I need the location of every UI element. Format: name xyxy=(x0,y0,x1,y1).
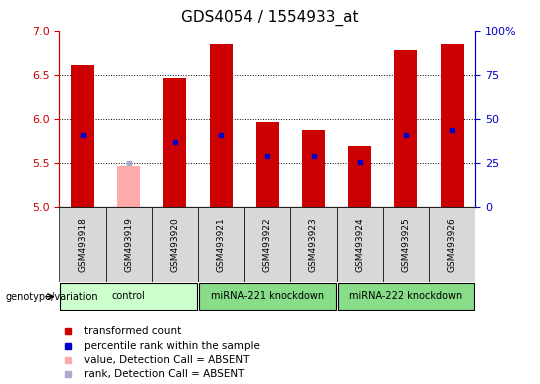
Text: GSM493924: GSM493924 xyxy=(355,217,364,272)
Bar xyxy=(71,65,94,207)
Bar xyxy=(210,44,233,207)
Text: transformed count: transformed count xyxy=(84,326,181,336)
Bar xyxy=(336,207,383,282)
Bar xyxy=(302,130,325,207)
Text: percentile rank within the sample: percentile rank within the sample xyxy=(84,341,260,351)
Bar xyxy=(117,166,140,207)
Text: GSM493920: GSM493920 xyxy=(171,217,179,272)
Bar xyxy=(59,207,106,282)
Bar xyxy=(152,207,198,282)
Text: miRNA-222 knockdown: miRNA-222 knockdown xyxy=(349,291,463,301)
Text: GSM493921: GSM493921 xyxy=(217,217,226,272)
Text: GDS4054 / 1554933_at: GDS4054 / 1554933_at xyxy=(181,10,359,26)
Bar xyxy=(256,122,279,207)
Text: miRNA-221 knockdown: miRNA-221 knockdown xyxy=(211,291,324,301)
Bar xyxy=(244,207,291,282)
Bar xyxy=(198,207,244,282)
Bar xyxy=(199,283,336,310)
Text: control: control xyxy=(112,291,146,301)
Bar xyxy=(441,44,464,207)
Text: genotype/variation: genotype/variation xyxy=(5,291,98,302)
Bar xyxy=(394,50,417,207)
Bar xyxy=(163,78,186,207)
Bar xyxy=(383,207,429,282)
Bar xyxy=(106,207,152,282)
Text: GSM493919: GSM493919 xyxy=(124,217,133,272)
Text: value, Detection Call = ABSENT: value, Detection Call = ABSENT xyxy=(84,355,249,365)
Bar xyxy=(338,283,474,310)
Text: rank, Detection Call = ABSENT: rank, Detection Call = ABSENT xyxy=(84,369,245,379)
Bar xyxy=(291,207,336,282)
Text: GSM493926: GSM493926 xyxy=(448,217,457,272)
Text: GSM493923: GSM493923 xyxy=(309,217,318,272)
Bar xyxy=(429,207,475,282)
Bar xyxy=(348,146,372,207)
Text: GSM493922: GSM493922 xyxy=(263,217,272,272)
Bar xyxy=(60,283,197,310)
Text: GSM493918: GSM493918 xyxy=(78,217,87,272)
Text: GSM493925: GSM493925 xyxy=(401,217,410,272)
